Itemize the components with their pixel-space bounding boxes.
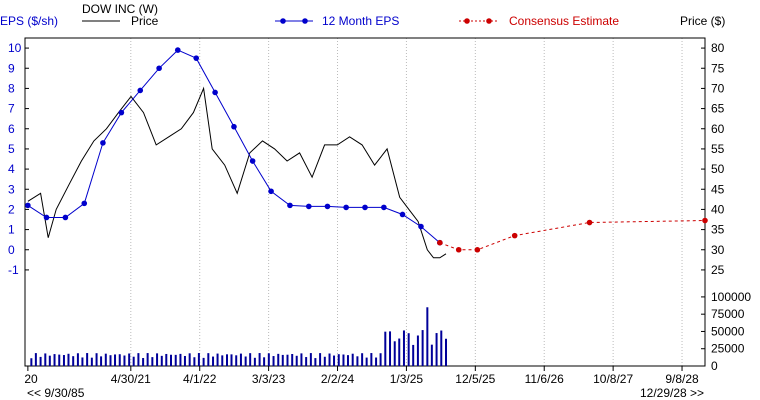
- legend-price-label: Price: [131, 14, 159, 28]
- data-point: [343, 204, 349, 211]
- data-point: [43, 214, 50, 221]
- data-point: [586, 219, 593, 226]
- volume-tick-label: 75000: [711, 307, 745, 321]
- right-axis-ticks: 80 75 70 65 60 55 50 45 40 35 30 25: [701, 41, 725, 277]
- left-tick-label: 5: [8, 142, 15, 156]
- volume-bars: [30, 307, 448, 366]
- x-tick-label: 9/8/28: [665, 372, 699, 386]
- left-tick-label: 6: [8, 122, 15, 136]
- data-point: [287, 202, 293, 209]
- right-tick-label: 25: [711, 263, 725, 277]
- left-tick-label: 9: [8, 61, 15, 75]
- plot-frame: [24, 37, 706, 367]
- volume-tick-label: 25000: [711, 342, 745, 356]
- right-tick-label: 65: [711, 102, 725, 116]
- data-point: [399, 211, 406, 218]
- x-tick-label: 1/3/25: [390, 372, 424, 386]
- data-point: [193, 55, 200, 61]
- price-line: [27, 86, 447, 259]
- left-tick-label: 4: [8, 162, 15, 176]
- data-point: [174, 47, 181, 53]
- data-point: [381, 204, 387, 211]
- data-point: [455, 246, 462, 253]
- right-tick-label: 30: [711, 243, 725, 257]
- data-point: [418, 223, 424, 230]
- data-point: [474, 246, 481, 253]
- x-tick-label: 4/30/21: [111, 372, 151, 386]
- right-tick-label: 60: [711, 122, 725, 136]
- right-tick-label: 50: [711, 162, 725, 176]
- data-point: [212, 89, 218, 96]
- left-tick-label: 3: [8, 182, 15, 196]
- data-point: [81, 200, 88, 207]
- right-tick-label: 35: [711, 223, 725, 237]
- grid-lines: [130, 38, 683, 366]
- data-point: [268, 188, 274, 195]
- legend-eps-label: 12 Month EPS: [322, 14, 399, 28]
- x-tick-label: 12/5/25: [455, 372, 495, 386]
- data-point: [137, 87, 144, 94]
- data-point: [702, 217, 708, 224]
- consensus-line: [439, 220, 706, 251]
- data-point: [249, 158, 256, 164]
- volume-tick-label: 100000: [711, 290, 751, 304]
- right-tick-label: 80: [711, 41, 725, 55]
- x-tick-label: 20: [24, 372, 38, 386]
- data-point: [437, 239, 443, 246]
- data-point: [25, 202, 31, 209]
- x-tick-label: 11/6/26: [525, 372, 564, 386]
- data-point: [362, 204, 368, 211]
- x-tick-label: 3/3/23: [252, 372, 286, 386]
- left-tick-label: 8: [8, 81, 15, 95]
- data-point: [100, 140, 106, 146]
- data-point: [62, 214, 69, 221]
- legend-consensus-swatch: [459, 18, 497, 24]
- right-tick-label: 40: [711, 202, 725, 216]
- x-axis-ticks: 20 4/30/21 4/1/22 3/3/23 2/2/24 1/3/25 12/5/25…: [24, 366, 699, 386]
- x-tick-label: 2/2/24: [321, 372, 355, 386]
- right-tick-label: 75: [711, 61, 725, 75]
- left-tick-label: 7: [8, 102, 15, 116]
- legend-consensus-label: Consensus Estimate: [509, 14, 619, 28]
- data-point: [306, 203, 312, 210]
- left-tick-label: 10: [8, 41, 22, 55]
- left-tick-label: 2: [8, 202, 15, 216]
- right-tick-label: 55: [711, 142, 725, 156]
- eps-points: [25, 47, 443, 246]
- right-axis-title: Price ($): [680, 14, 725, 28]
- data-point: [156, 65, 162, 72]
- legend-eps-swatch: [275, 18, 313, 24]
- x-end-note: 12/29/28 >>: [640, 386, 704, 400]
- volume-tick-label: 50000: [711, 324, 745, 338]
- eps-line: [27, 49, 441, 244]
- x-tick-label: 10/8/27: [593, 372, 633, 386]
- left-tick-label: 1: [8, 223, 15, 237]
- data-point: [324, 203, 331, 210]
- legend: EPS ($/sh) DOW INC (W) Price 12 Month EP…: [0, 2, 725, 28]
- data-point: [511, 232, 518, 239]
- data-point: [231, 123, 237, 130]
- left-tick-label: -1: [8, 263, 19, 277]
- volume-axis-ticks: 100000 75000 50000 25000 0: [701, 290, 751, 373]
- company-label: DOW INC (W): [82, 2, 158, 16]
- x-tick-label: 4/1/22: [183, 372, 217, 386]
- right-tick-label: 45: [711, 182, 725, 196]
- data-point: [118, 109, 125, 116]
- right-tick-label: 70: [711, 81, 725, 95]
- volume-tick-label: 0: [711, 359, 718, 373]
- consensus-points: [437, 217, 708, 253]
- left-tick-label: 0: [8, 243, 15, 257]
- left-axis-title: EPS ($/sh): [0, 14, 58, 28]
- x-start-note: << 9/30/85: [27, 386, 85, 400]
